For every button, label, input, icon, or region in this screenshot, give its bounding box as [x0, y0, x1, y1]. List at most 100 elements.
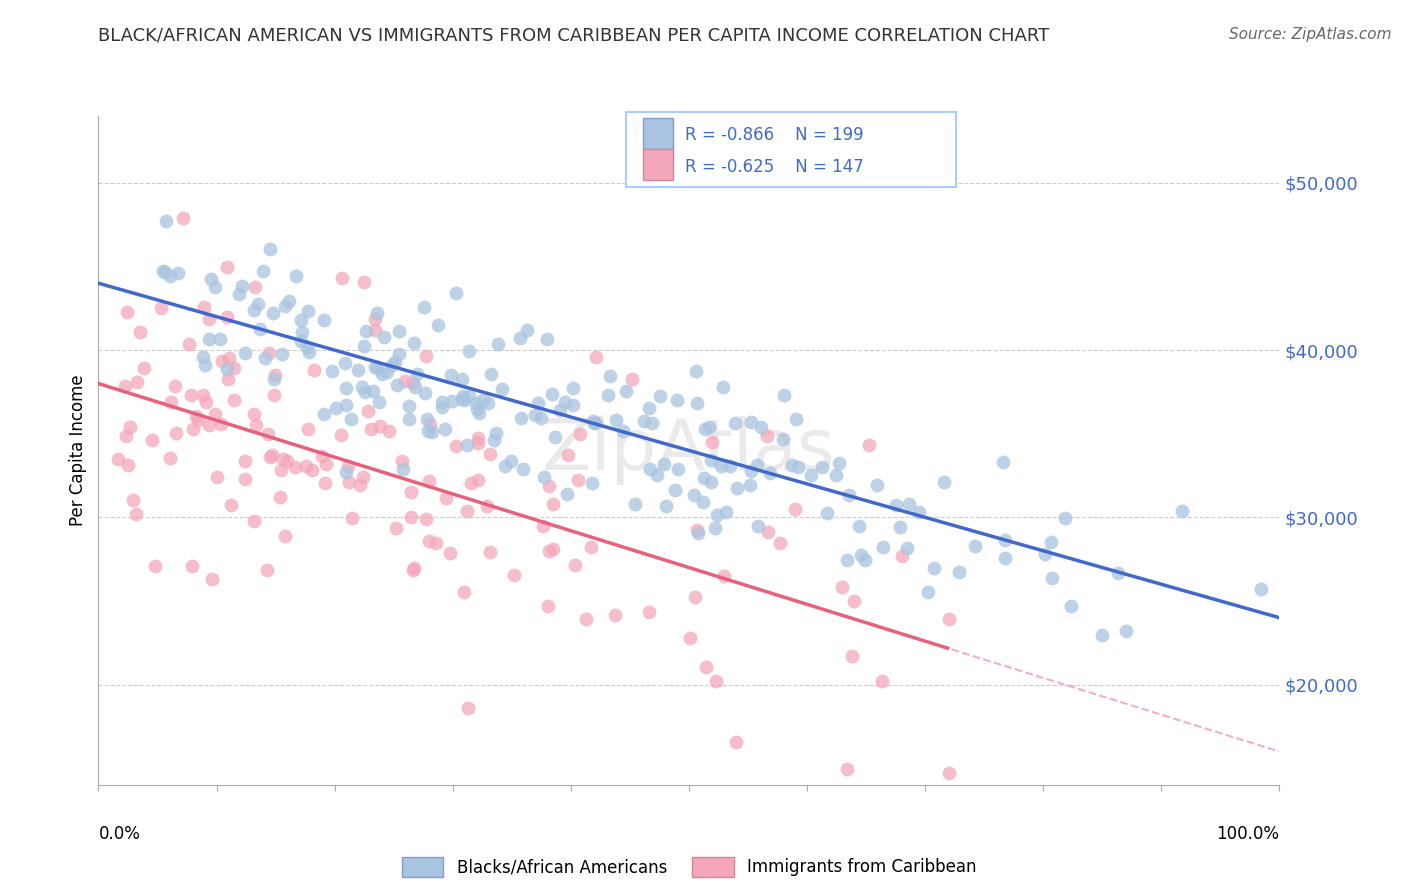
Point — [477, 396, 499, 410]
Point — [242, 407, 264, 421]
Point — [340, 511, 363, 525]
Point — [377, 365, 399, 379]
Point — [149, 301, 172, 316]
Point — [458, 388, 481, 402]
Point — [335, 381, 357, 395]
Point — [440, 394, 463, 409]
Point — [1060, 599, 1083, 613]
Point — [697, 420, 720, 434]
Point — [314, 313, 336, 327]
Text: 100.0%: 100.0% — [1216, 825, 1279, 843]
Point — [686, 523, 709, 537]
Point — [557, 449, 579, 463]
Point — [612, 424, 634, 438]
Point — [181, 422, 204, 436]
Point — [204, 407, 226, 421]
Point — [686, 396, 709, 410]
Point — [302, 363, 325, 377]
Point — [637, 605, 659, 619]
Point — [228, 286, 250, 301]
Point — [938, 766, 960, 780]
Point — [831, 580, 853, 594]
Point — [325, 401, 347, 416]
Point — [256, 563, 278, 577]
Point — [349, 478, 371, 492]
Point — [536, 333, 558, 347]
Point — [124, 507, 146, 521]
Point — [231, 278, 253, 293]
Point — [544, 429, 567, 443]
Point — [638, 462, 661, 476]
Point — [243, 514, 266, 528]
Point — [1039, 535, 1062, 549]
Point — [399, 509, 422, 524]
Point — [548, 402, 571, 417]
Point — [314, 476, 336, 491]
Point — [896, 541, 918, 555]
Point — [209, 417, 232, 432]
Point — [391, 461, 413, 475]
Point — [402, 563, 425, 577]
Point — [194, 358, 217, 372]
Point — [444, 438, 467, 452]
Point — [406, 367, 429, 381]
Point — [263, 368, 285, 383]
Point — [835, 552, 858, 566]
Point — [246, 297, 269, 311]
Point — [418, 534, 440, 549]
Point — [583, 416, 606, 430]
Point — [682, 488, 704, 502]
Point — [756, 524, 779, 539]
Point — [749, 420, 772, 434]
Point — [284, 268, 307, 283]
Point — [179, 337, 201, 351]
Point — [683, 590, 706, 604]
Point — [204, 279, 226, 293]
Point — [1033, 548, 1056, 562]
Point — [436, 491, 458, 505]
Point — [963, 539, 986, 553]
Point — [368, 395, 391, 409]
Point — [233, 454, 256, 468]
Point — [917, 584, 939, 599]
Point — [740, 478, 762, 492]
Point — [297, 341, 319, 355]
Point — [585, 351, 607, 365]
Point — [222, 393, 245, 408]
Point — [702, 435, 724, 450]
Point — [274, 299, 297, 313]
Point — [479, 367, 502, 381]
Point — [257, 346, 280, 360]
Point — [420, 425, 443, 439]
Point — [394, 375, 416, 389]
Point — [191, 388, 214, 402]
Point — [769, 536, 792, 550]
Point — [678, 632, 700, 646]
Point — [516, 323, 538, 337]
Point — [153, 265, 176, 279]
Point — [598, 388, 620, 402]
Point — [215, 310, 238, 324]
Point — [430, 395, 453, 409]
Point — [530, 411, 553, 425]
Point — [412, 301, 434, 315]
Point — [724, 416, 747, 430]
Point — [224, 360, 246, 375]
Point — [201, 572, 224, 586]
Point — [872, 540, 894, 554]
Point — [711, 380, 734, 394]
Point — [491, 382, 513, 396]
Point — [425, 536, 447, 550]
Point — [388, 346, 411, 360]
Point — [475, 499, 498, 513]
Point — [479, 545, 502, 559]
Point — [889, 520, 911, 534]
Point — [685, 364, 707, 378]
Point — [200, 272, 222, 286]
Point — [541, 497, 564, 511]
Point — [350, 379, 373, 393]
Point — [1170, 503, 1192, 517]
Point — [198, 311, 221, 326]
Point — [252, 264, 274, 278]
Point — [290, 313, 312, 327]
